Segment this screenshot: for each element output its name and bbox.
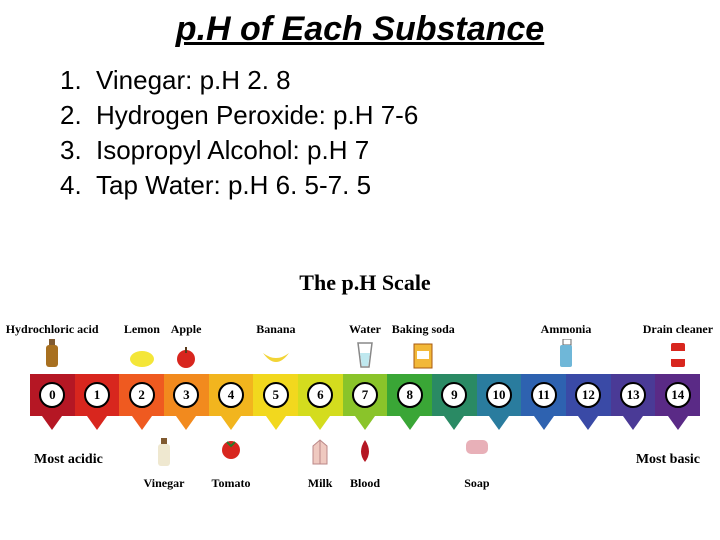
ph-segment: 4 xyxy=(209,374,254,416)
ph-scale: The p.H Scale Hydrochloric acidLemonAppl… xyxy=(20,270,710,490)
ph-number: 12 xyxy=(575,382,601,408)
banana-icon xyxy=(261,349,291,374)
top-label: Hydrochloric acid xyxy=(6,322,99,337)
list-text: Vinegar: p.H 2. 8 xyxy=(96,63,291,98)
endcap-acidic: Most acidic xyxy=(34,452,103,468)
ph-number: 7 xyxy=(352,382,378,408)
can-icon xyxy=(669,341,687,374)
ph-segment: 3 xyxy=(164,374,209,416)
ph-number: 11 xyxy=(531,382,557,408)
ph-number: 2 xyxy=(129,382,155,408)
bottom-label: Vinegar xyxy=(144,476,185,491)
ph-number: 1 xyxy=(84,382,110,408)
ph-number: 9 xyxy=(441,382,467,408)
page-title: p.H of Each Substance xyxy=(0,0,720,63)
tomato-icon xyxy=(220,438,242,474)
ph-number: 13 xyxy=(620,382,646,408)
lemon-icon xyxy=(129,349,155,374)
scale-title: The p.H Scale xyxy=(20,270,710,296)
ph-gradient-bar: 01234567891011121314 xyxy=(30,374,700,416)
bottom-label: Soap xyxy=(464,476,489,491)
ph-number: 10 xyxy=(486,382,512,408)
ph-segment: 6 xyxy=(298,374,343,416)
ph-segment: 0 xyxy=(30,374,75,416)
list-number: 3. xyxy=(60,133,96,168)
drop-icon xyxy=(356,438,374,474)
ph-segment: 9 xyxy=(432,374,477,416)
list-number: 4. xyxy=(60,168,96,203)
list-item: 4.Tap Water: p.H 6. 5-7. 5 xyxy=(60,168,720,203)
substance-list: 1.Vinegar: p.H 2. 82.Hydrogen Peroxide: … xyxy=(0,63,720,203)
ph-number: 3 xyxy=(173,382,199,408)
top-label: Banana xyxy=(256,322,295,337)
bottom-labels-row: Vinegar Tomato Milk Blood Soap xyxy=(30,476,700,490)
ph-segment: 2 xyxy=(119,374,164,416)
ph-number: 5 xyxy=(263,382,289,408)
top-label: Drain cleaner xyxy=(643,322,713,337)
bottom-label: Tomato xyxy=(212,476,251,491)
ph-number: 4 xyxy=(218,382,244,408)
ph-segment: 10 xyxy=(477,374,522,416)
ph-number: 6 xyxy=(307,382,333,408)
bottom-label: Blood xyxy=(350,476,380,491)
apple-icon xyxy=(175,345,197,374)
ph-segment: 1 xyxy=(75,374,120,416)
top-icons-row xyxy=(30,338,700,374)
bottle-icon xyxy=(156,438,172,474)
ph-segment: 8 xyxy=(387,374,432,416)
top-label: Baking soda xyxy=(392,322,455,337)
top-label: Ammonia xyxy=(541,322,592,337)
spray-icon xyxy=(557,339,575,374)
ph-number: 8 xyxy=(397,382,423,408)
top-labels-row: Hydrochloric acidLemonAppleBananaWaterBa… xyxy=(30,322,700,336)
ph-number: 0 xyxy=(39,382,65,408)
soap-icon xyxy=(464,438,490,474)
carton-icon xyxy=(311,438,329,474)
list-text: Isopropyl Alcohol: p.H 7 xyxy=(96,133,369,168)
endcap-basic: Most basic xyxy=(636,452,700,468)
box-icon xyxy=(413,343,433,374)
list-text: Hydrogen Peroxide: p.H 7-6 xyxy=(96,98,418,133)
bottom-label: Milk xyxy=(308,476,333,491)
top-label: Lemon xyxy=(124,322,160,337)
bottle-icon xyxy=(44,339,60,374)
ph-segment: 12 xyxy=(566,374,611,416)
top-label: Apple xyxy=(171,322,202,337)
list-item: 1.Vinegar: p.H 2. 8 xyxy=(60,63,720,98)
top-label: Water xyxy=(349,322,381,337)
list-number: 2. xyxy=(60,98,96,133)
list-number: 1. xyxy=(60,63,96,98)
bottom-icons-row xyxy=(30,434,700,474)
ph-segment: 7 xyxy=(343,374,388,416)
list-item: 3.Isopropyl Alcohol: p.H 7 xyxy=(60,133,720,168)
ph-segment: 13 xyxy=(611,374,656,416)
ph-segment: 14 xyxy=(655,374,700,416)
list-text: Tap Water: p.H 6. 5-7. 5 xyxy=(96,168,371,203)
glass-icon xyxy=(356,341,374,374)
ph-segment: 5 xyxy=(253,374,298,416)
ph-number: 14 xyxy=(665,382,691,408)
ph-segment: 11 xyxy=(521,374,566,416)
list-item: 2.Hydrogen Peroxide: p.H 7-6 xyxy=(60,98,720,133)
